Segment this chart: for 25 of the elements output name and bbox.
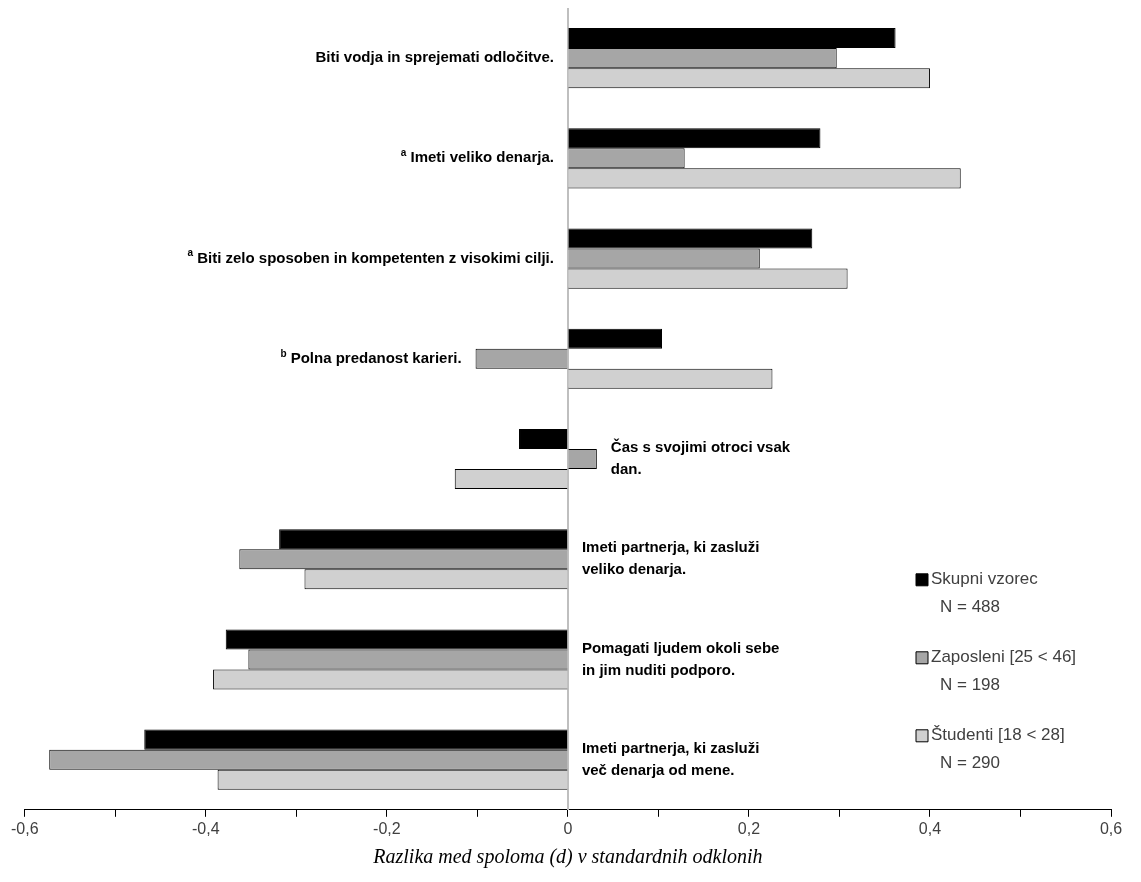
y-tick-label: b Polna predanost karieri. bbox=[280, 347, 462, 366]
bar bbox=[568, 228, 813, 249]
x-tick-label: -0,2 bbox=[373, 819, 401, 837]
bar bbox=[225, 629, 568, 650]
bar bbox=[568, 328, 663, 349]
legend-label: Skupni vzorec N = 488 bbox=[931, 569, 1039, 617]
legend-label: Študenti [18 < 28] N = 290 bbox=[931, 725, 1065, 773]
bar bbox=[568, 128, 821, 149]
bar bbox=[279, 529, 568, 550]
x-tick-label: 0,4 bbox=[918, 819, 942, 837]
y-tick-label: Pomagati ljudem okoli sebe in jim nuditi podporo. bbox=[581, 638, 780, 678]
bar bbox=[519, 428, 568, 449]
x-tick-label: 0,2 bbox=[737, 819, 761, 837]
x-tick-label: 0,6 bbox=[1099, 819, 1123, 837]
y-tick-label: Imeti partnerja, ki zasluži več denarja od mene. bbox=[581, 738, 760, 778]
legend-label: Zaposleni [25 < 46] N = 198 bbox=[931, 647, 1077, 695]
x-axis-title: Razlika med spoloma (d) v standardnih odklonih bbox=[372, 845, 763, 869]
y-tick-label: Čas s svojimi otroci vsak dan. bbox=[610, 438, 791, 478]
x-tick-label: -0,4 bbox=[192, 819, 220, 837]
y-tick-label: a Biti zelo sposoben in kompetenten z visokimi cilji. bbox=[187, 247, 554, 266]
x-tick-label: -0,6 bbox=[11, 819, 39, 837]
y-tick-label: Imeti partnerja, ki zasluži veliko denarja. bbox=[581, 538, 760, 578]
y-tick-label: a Imeti veliko denarja. bbox=[400, 147, 554, 166]
y-tick-label: Biti vodja in sprejemati odločitve. bbox=[315, 48, 554, 66]
x-tick-label: 0 bbox=[563, 819, 573, 837]
